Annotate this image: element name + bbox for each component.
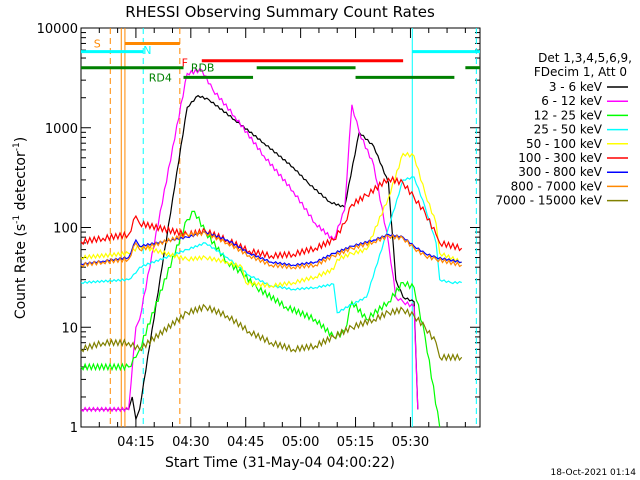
series-line-3 xyxy=(80,176,462,314)
y-axis: 1 10 100 1000 10000 xyxy=(37,22,480,436)
legend-label: 25 - 50 keV xyxy=(534,123,603,137)
series-line-2 xyxy=(80,210,441,428)
x-tick-label: 05:30 xyxy=(392,435,429,450)
flag-label: RD4 xyxy=(149,71,172,84)
legend: Det 1,3,4,5,6,9, FDecim 1, Att 0 3 - 6 k… xyxy=(495,51,632,208)
x-axis: 04:15 04:30 04:45 05:00 05:15 05:30 xyxy=(98,28,466,450)
y-axis-label-main: Count Rate (s xyxy=(13,224,29,319)
x-tick-label: 05:15 xyxy=(337,435,374,450)
series-line-6 xyxy=(80,231,462,267)
series-line-5 xyxy=(80,175,463,260)
flag-label: N xyxy=(143,44,151,57)
flag-bars xyxy=(81,41,480,79)
x-tick-label: 04:45 xyxy=(227,435,264,450)
flag-labels: S N F RDB RD4 xyxy=(94,37,215,84)
y-axis-label-sup1: -1 xyxy=(12,215,22,224)
footer-date: 18-Oct-2021 01:14 xyxy=(551,468,637,478)
chart-title: RHESSI Observing Summary Count Rates xyxy=(125,3,435,21)
legend-header-line-2: FDecim 1, Att 0 xyxy=(534,65,627,79)
plot-frame xyxy=(80,27,481,428)
legend-label: 6 - 12 keV xyxy=(541,94,603,108)
series-line-8 xyxy=(80,303,463,362)
flag-label: S xyxy=(94,37,101,50)
y-tick-label: 1000 xyxy=(45,122,78,137)
legend-header-line-1: Det 1,3,4,5,6,9, xyxy=(538,51,632,65)
legend-label: 12 - 25 keV xyxy=(534,108,603,122)
y-axis-label-sup2: -1 xyxy=(12,142,22,151)
legend-label: 50 - 100 keV xyxy=(526,137,603,151)
y-axis-label: Count Rate (s-1 detector-1) xyxy=(12,137,29,319)
flag-label: RDB xyxy=(191,62,215,75)
y-tick-label: 10 xyxy=(61,321,78,336)
legend-label: 100 - 300 keV xyxy=(518,151,602,165)
y-axis-label-end: ) xyxy=(13,137,29,142)
series-lines xyxy=(80,67,463,428)
y-tick-label: 10000 xyxy=(37,22,78,37)
legend-label: 800 - 7000 keV xyxy=(511,179,603,193)
series-line-4 xyxy=(80,151,462,289)
legend-label: 3 - 6 keV xyxy=(549,80,603,94)
attenuator-vertical-lines xyxy=(109,28,477,427)
x-tick-label: 04:15 xyxy=(117,435,154,450)
legend-label: 300 - 800 keV xyxy=(518,165,602,179)
y-axis-label-mid: detector xyxy=(13,151,29,215)
y-tick-label: 100 xyxy=(53,222,78,237)
flag-label: F xyxy=(182,57,188,70)
x-tick-label: 05:00 xyxy=(282,435,319,450)
x-tick-label: 04:30 xyxy=(172,435,209,450)
plot-area-border xyxy=(80,27,481,428)
series-line-7 xyxy=(80,230,463,270)
series-line-1 xyxy=(80,67,419,413)
legend-label: 7000 - 15000 keV xyxy=(495,194,602,208)
y-tick-label: 1 xyxy=(70,421,78,436)
x-axis-label: Start Time (31-May-04 04:00:22) xyxy=(165,455,395,471)
